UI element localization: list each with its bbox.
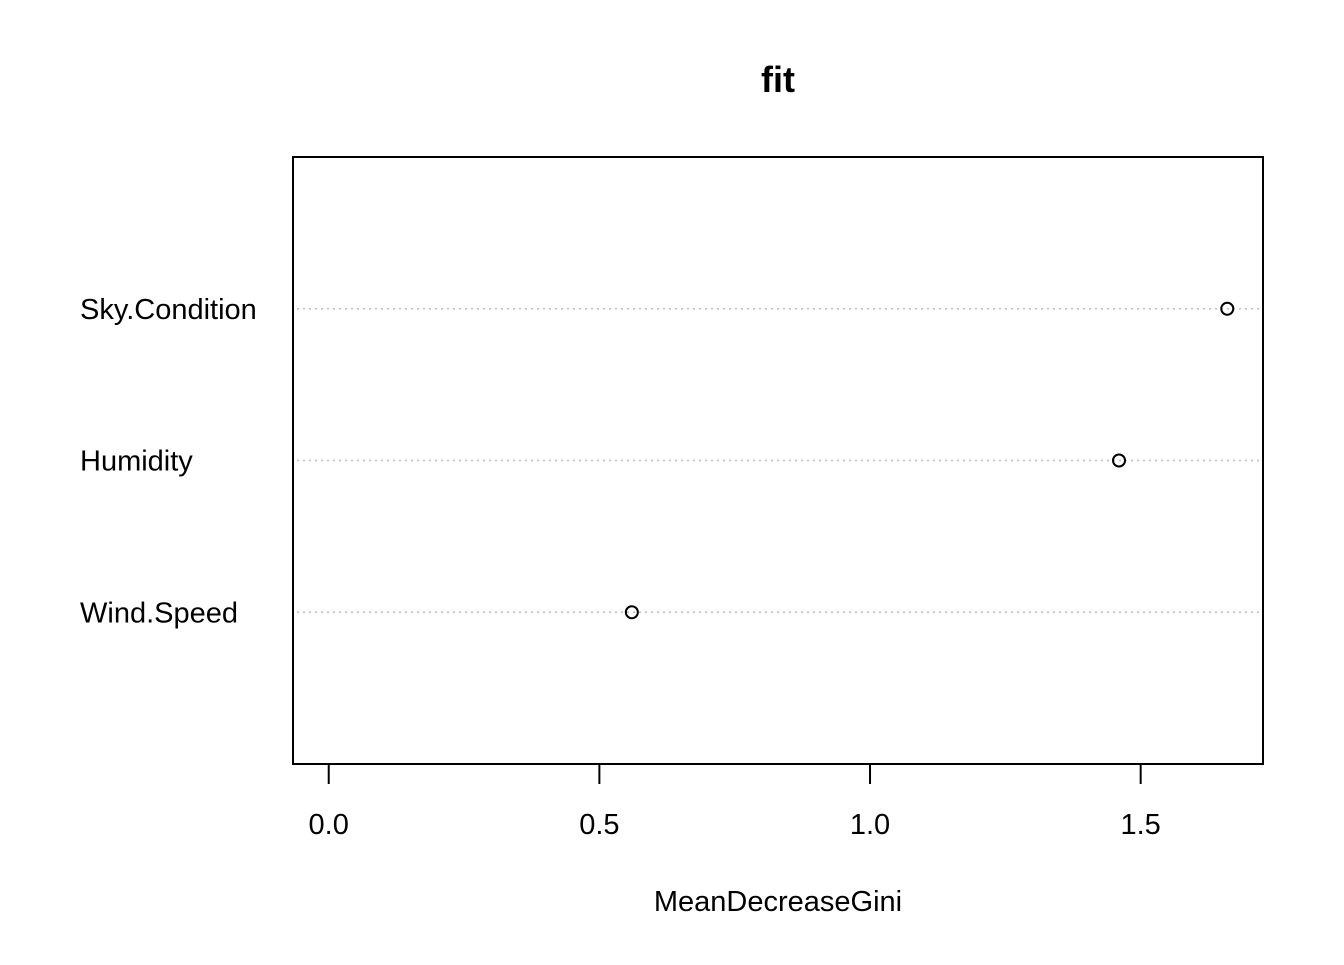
chart-title: fit [761,59,795,100]
category-label-wind-speed: Wind.Speed [80,597,238,629]
x-axis: 0.0 0.5 1.0 1.5 [309,763,1161,841]
data-point-sky-condition [1220,301,1235,316]
data-points [624,301,1235,620]
data-point-wind-speed [624,605,639,620]
grid-lines [297,308,1259,613]
x-tick-label-1.5: 1.5 [1121,809,1161,841]
x-tick-label-1.0: 1.0 [850,809,890,841]
category-label-sky-condition: Sky.Condition [80,294,257,326]
data-point-humidity [1112,453,1127,468]
x-tick-label-0.0: 0.0 [309,809,349,841]
category-labels: Wind.Speed Humidity Sky.Condition [80,294,257,630]
category-label-humidity: Humidity [80,446,193,478]
x-tick-label-0.5: 0.5 [579,809,619,841]
x-axis-label: MeanDecreaseGini [654,886,902,918]
